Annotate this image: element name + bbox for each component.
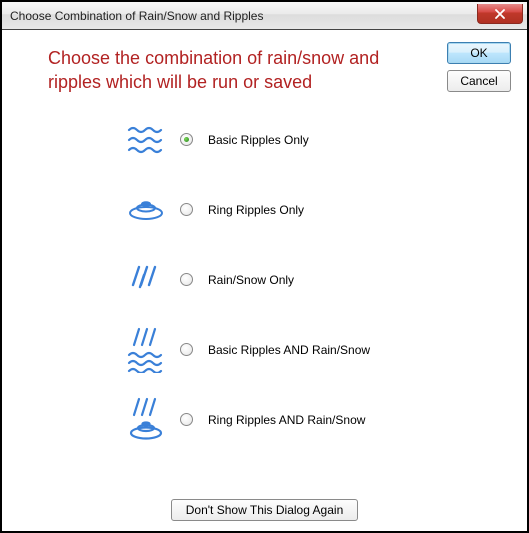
option-basic-ripples[interactable]: Basic Ripples Only	[118, 113, 511, 167]
rain-snow-icon	[118, 263, 174, 297]
radio-ring-and-rain[interactable]	[180, 413, 193, 426]
basic-and-rain-icon	[118, 327, 174, 373]
option-rain-snow[interactable]: Rain/Snow Only	[118, 253, 511, 307]
close-icon	[494, 9, 506, 19]
client-area: OK Cancel Choose the combination of rain…	[2, 30, 527, 531]
ok-button-label: OK	[470, 46, 487, 60]
radio-basic-and-rain[interactable]	[180, 343, 193, 356]
option-label: Basic Ripples Only	[198, 133, 309, 147]
radio-ring-ripples[interactable]	[180, 203, 193, 216]
option-label: Ring Ripples AND Rain/Snow	[198, 413, 365, 427]
close-button[interactable]	[477, 4, 523, 24]
ok-button[interactable]: OK	[447, 42, 511, 64]
radio-rain-snow[interactable]	[180, 273, 193, 286]
options-group: Basic Ripples Only Ring Ripples Only	[118, 113, 511, 447]
dont-show-again-label: Don't Show This Dialog Again	[186, 503, 344, 517]
option-basic-and-rain[interactable]: Basic Ripples AND Rain/Snow	[118, 323, 511, 377]
option-label: Ring Ripples Only	[198, 203, 304, 217]
option-label: Rain/Snow Only	[198, 273, 294, 287]
option-ring-ripples[interactable]: Ring Ripples Only	[118, 183, 511, 237]
ring-and-rain-icon	[118, 397, 174, 443]
cancel-button[interactable]: Cancel	[447, 70, 511, 92]
basic-ripples-icon	[118, 124, 174, 156]
cancel-button-label: Cancel	[460, 74, 497, 88]
bottom-button-area: Don't Show This Dialog Again	[2, 499, 527, 521]
option-ring-and-rain[interactable]: Ring Ripples AND Rain/Snow	[118, 393, 511, 447]
instruction-text: Choose the combination of rain/snow and …	[48, 46, 408, 95]
titlebar-title: Choose Combination of Rain/Snow and Ripp…	[10, 9, 477, 23]
dialog-window: Choose Combination of Rain/Snow and Ripp…	[0, 0, 529, 533]
dont-show-again-button[interactable]: Don't Show This Dialog Again	[171, 499, 359, 521]
titlebar: Choose Combination of Rain/Snow and Ripp…	[2, 2, 527, 30]
option-label: Basic Ripples AND Rain/Snow	[198, 343, 370, 357]
dialog-buttons: OK Cancel	[447, 42, 511, 92]
ring-ripples-icon	[118, 195, 174, 225]
radio-basic-ripples[interactable]	[180, 133, 193, 146]
